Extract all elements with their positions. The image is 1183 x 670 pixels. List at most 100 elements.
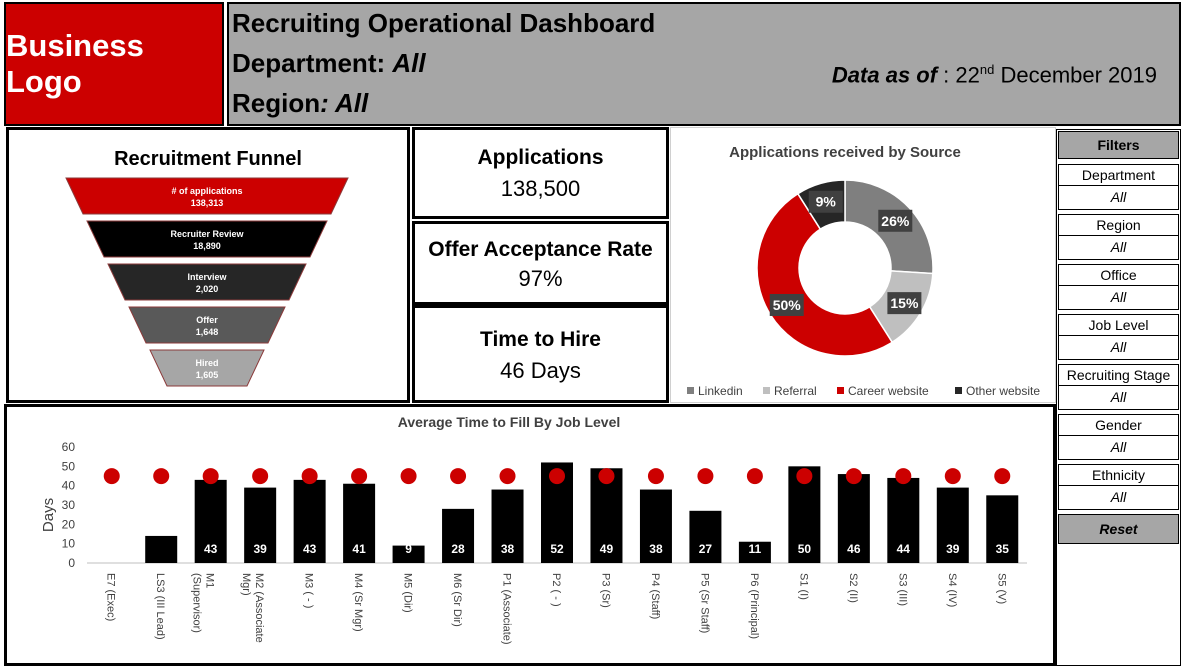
funnel-stage-value: 1,648 xyxy=(196,327,219,337)
filter-department[interactable]: Department All xyxy=(1058,164,1179,210)
department-value: All xyxy=(392,48,426,78)
applications-value: 138,500 xyxy=(500,176,581,201)
bar-data-label: 50 xyxy=(798,542,812,556)
x-tick-label: P3 (Sr) xyxy=(599,573,611,608)
offer-acceptance-title: Offer Acceptance Rate xyxy=(428,238,653,261)
filter-value[interactable]: All xyxy=(1110,489,1127,505)
donut-data-label: 15% xyxy=(890,295,919,311)
target-marker xyxy=(301,468,318,485)
filter-label: Region xyxy=(1059,215,1178,236)
bar-data-label: 44 xyxy=(897,542,911,556)
legend-label: Career website xyxy=(848,384,929,398)
filter-value[interactable]: All xyxy=(1110,289,1127,305)
y-tick-label: 20 xyxy=(62,517,76,531)
funnel-chart: # of applications 138,313 Recruiter Review… xyxy=(65,177,349,387)
x-tick-label: S4 (IV) xyxy=(946,573,958,607)
funnel-stage xyxy=(107,263,307,301)
legend-swatch xyxy=(687,387,694,394)
filter-value[interactable]: All xyxy=(1110,439,1127,455)
offer-acceptance-value: 97% xyxy=(518,266,563,291)
x-tick-label: E7 (Exec) xyxy=(105,573,117,621)
filter-office[interactable]: Office All xyxy=(1058,264,1179,310)
x-tick-label: P4 (Staff) xyxy=(649,573,661,619)
x-tick-label: S5 (V) xyxy=(995,573,1007,604)
filter-label: Ethnicity xyxy=(1059,465,1178,486)
x-tick-label: S2 (II) xyxy=(847,573,859,603)
reset-button[interactable]: Reset xyxy=(1058,514,1179,544)
filter-label: Department xyxy=(1059,165,1178,186)
funnel-stage xyxy=(65,177,349,215)
filter-value[interactable]: All xyxy=(1110,189,1127,205)
x-tick-label: M6 (Sr Dir) xyxy=(451,573,463,627)
funnel-stage-label: Recruiter Review xyxy=(170,229,244,239)
target-marker xyxy=(746,468,763,485)
funnel-stage xyxy=(149,349,265,387)
bar xyxy=(936,487,969,563)
bar-data-label: 35 xyxy=(996,542,1010,556)
legend-swatch xyxy=(763,387,770,394)
donut-data-label: 50% xyxy=(773,297,802,313)
y-tick-label: 40 xyxy=(62,479,76,493)
target-marker xyxy=(647,468,664,485)
bar-data-label: 41 xyxy=(352,542,366,556)
filter-gender[interactable]: Gender All xyxy=(1058,414,1179,460)
dashboard-header: Recruiting Operational Dashboard Departm… xyxy=(227,2,1181,126)
time-to-hire-value: 46 Days xyxy=(500,358,581,383)
bar-data-label: 52 xyxy=(550,542,564,556)
y-tick-label: 10 xyxy=(62,537,76,551)
x-tick-label: LS3 (III Lead) xyxy=(154,573,166,640)
bar-data-label: 27 xyxy=(699,542,713,556)
recruitment-funnel-panel: Recruitment Funnel # of applications 138,… xyxy=(6,127,410,403)
source-donut-chart: Applications received by Source 26% 15% 50… xyxy=(687,144,1040,398)
x-tick-label: P5 (Sr Staff) xyxy=(698,573,710,633)
bar-chart-title: Average Time to Fill By Job Level xyxy=(398,414,621,430)
bar xyxy=(491,489,524,563)
funnel-stage-value: 2,020 xyxy=(196,284,219,294)
target-marker xyxy=(202,468,219,485)
funnel-stage-label: # of applications xyxy=(171,186,242,196)
target-marker xyxy=(697,468,714,485)
y-tick-label: 50 xyxy=(62,459,76,473)
department-line: Department: All xyxy=(232,48,426,79)
donut-data-label: 26% xyxy=(881,213,910,229)
donut-label-box xyxy=(769,293,804,316)
data-asof-date: December 2019 xyxy=(994,62,1157,88)
funnel-stage-value: 1,605 xyxy=(196,370,219,380)
funnel-title: Recruitment Funnel xyxy=(114,148,302,170)
filter-value[interactable]: All xyxy=(1110,389,1127,405)
bar xyxy=(343,483,376,563)
filter-job-level[interactable]: Job Level All xyxy=(1058,314,1179,360)
funnel-stage-value: 138,313 xyxy=(191,198,224,208)
y-tick-label: 60 xyxy=(62,440,76,454)
filter-label: Recruiting Stage xyxy=(1059,365,1178,386)
filter-ethnicity[interactable]: Ethnicity All xyxy=(1058,464,1179,510)
bar-data-label: 11 xyxy=(749,542,762,556)
target-marker xyxy=(153,468,170,485)
target-marker xyxy=(796,468,813,485)
bar-data-label: 39 xyxy=(946,542,960,556)
filter-value[interactable]: All xyxy=(1110,339,1127,355)
y-tick-label: 0 xyxy=(68,556,75,570)
bar-ylabel: Days xyxy=(40,498,57,532)
filter-label: Office xyxy=(1059,265,1178,286)
donut-label-box xyxy=(878,209,913,232)
x-tick-label: P2 ( - ) xyxy=(550,573,562,607)
bar xyxy=(442,508,475,563)
filter-value[interactable]: All xyxy=(1110,239,1127,255)
bar xyxy=(293,479,326,563)
data-as-of: Data as of : 22nd December 2019 xyxy=(832,62,1157,88)
funnel-stage xyxy=(128,306,286,344)
funnel-stage-label: Interview xyxy=(187,272,227,282)
filter-region[interactable]: Region All xyxy=(1058,214,1179,260)
bar xyxy=(392,545,425,563)
x-tick-label: P6 (Principal) xyxy=(748,573,760,639)
filter-label: Gender xyxy=(1059,415,1178,436)
bar xyxy=(738,541,771,563)
bar-data-label: 39 xyxy=(253,542,267,556)
offer-acceptance-kpi: Offer Acceptance Rate 97% xyxy=(412,221,669,305)
x-tick-label: M5 (Dir) xyxy=(402,573,414,613)
target-marker xyxy=(252,468,269,485)
filter-recruiting-stage[interactable]: Recruiting Stage All xyxy=(1058,364,1179,410)
target-marker xyxy=(499,468,516,485)
bar-data-label: 28 xyxy=(451,542,465,556)
